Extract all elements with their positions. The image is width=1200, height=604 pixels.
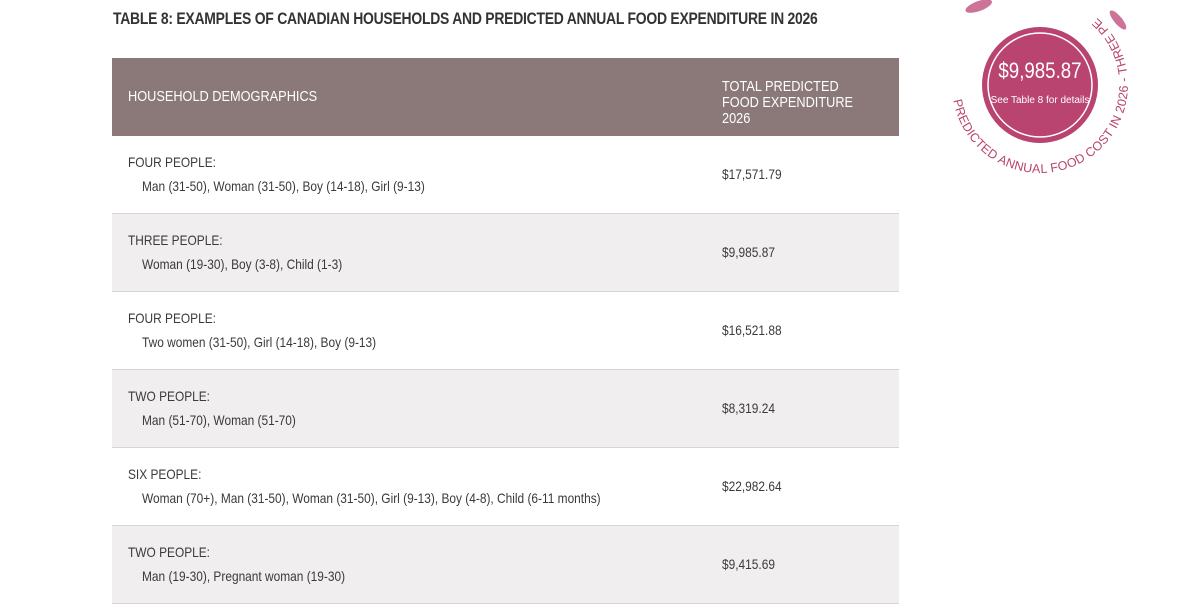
badge-note: See Table 8 for details [991,95,1090,106]
badge-ring [987,32,1093,138]
badge-amount: $9,985.87 [998,60,1081,84]
column-header: TOTAL PREDICTED FOOD EXPENDITURE 2026 [722,78,854,127]
table-row: SIX PEOPLE: Woman (70+), Man (31-50), Wom… [112,448,899,526]
badge-circle [982,27,1098,143]
decoration [965,0,1127,30]
expenditure-amount: $9,415.69 [722,556,775,572]
table-row: TWO PEOPLE: Man (51-70), Woman (51-70) $8,… [112,370,899,448]
household-members: Two women (31-50), Girl (14-18), Boy (9-… [142,334,377,350]
household-label: SIX PEOPLE: [128,466,202,482]
expenditure-amount: $8,319.24 [722,400,775,416]
expenditure-amount: $17,571.79 [722,166,782,182]
column-header: HOUSEHOLD DEMOGRAPHICS [128,88,318,105]
household-members: Woman (70+), Man (31-50), Woman (31-50),… [142,490,601,506]
household-label: THREE PEOPLE: [128,232,223,248]
household-label: TWO PEOPLE: [128,388,210,404]
table-title: TABLE 8: EXAMPLES OF CANADIAN HOUSEHOLDS… [113,9,818,28]
household-members: Man (31-50), Woman (31-50), Boy (14-18),… [142,178,425,194]
table-header: HOUSEHOLD DEMOGRAPHICS TOTAL PREDICTED F… [112,58,899,136]
household-members: Man (19-30), Pregnant woman (19-30) [142,568,346,584]
table: HOUSEHOLD DEMOGRAPHICS TOTAL PREDICTED F… [112,58,899,604]
household-label: FOUR PEOPLE: [128,154,216,170]
table-row: TWO PEOPLE: Man (19-30), Pregnant woman (… [112,526,899,604]
expenditure-amount: $9,985.87 [722,244,775,260]
household-members: Man (51-70), Woman (51-70) [142,412,296,428]
household-members: Woman (19-30), Boy (3-8), Child (1-3) [142,256,343,272]
table-row: THREE PEOPLE: Woman (19-30), Boy (3-8), C… [112,214,899,292]
table-body: FOUR PEOPLE: Man (31-50), Woman (31-50), … [112,136,899,604]
household-label: TWO PEOPLE: [128,544,210,560]
expenditure-amount: $16,521.88 [722,322,782,338]
badge: $9,985.87 See Table 8 for details PREDIC… [920,0,1131,176]
household-label: FOUR PEOPLE: [128,310,216,326]
table-row: FOUR PEOPLE: Two women (31-50), Girl (14-… [112,292,899,370]
table-row: FOUR PEOPLE: Man (31-50), Woman (31-50), … [112,136,899,214]
expenditure-amount: $22,982.64 [722,478,782,494]
